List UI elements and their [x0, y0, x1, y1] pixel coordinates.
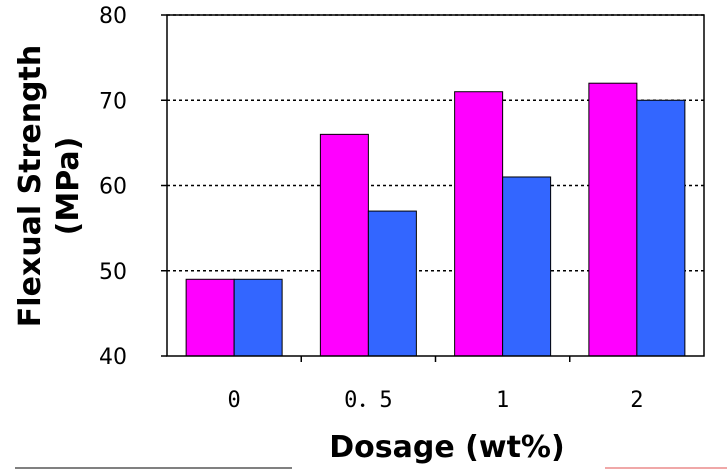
bar-series-2-0.5 [367, 210, 417, 357]
bar-series-2-0 [233, 278, 283, 357]
bar-series-1-0.5 [319, 133, 369, 357]
bar-series-1-2 [588, 82, 638, 357]
grid-lines [161, 14, 704, 357]
x-tick-label: 0．5 [344, 388, 393, 413]
x-tick-label: 1 [496, 388, 509, 413]
bar-series-1-1 [454, 91, 504, 357]
bar-series-2-1 [502, 176, 552, 357]
y-tick-label: 80 [99, 4, 127, 29]
x-tick-labels: 0 0．5 1 2 [228, 356, 644, 413]
bar-series-2-2 [636, 99, 686, 357]
y-tick-label: 40 [99, 345, 127, 370]
x-tick-label: 2 [630, 388, 643, 413]
x-tick-label: 0 [228, 388, 241, 413]
bar-series-1-0 [185, 278, 235, 357]
y-tick-label: 60 [99, 175, 127, 200]
x-axis-title: Dosage (wt%) [329, 430, 564, 465]
y-tick-label: 50 [99, 260, 127, 285]
y-tick-labels: 40 50 60 70 80 [99, 4, 127, 370]
y-axis-title-line-2: (MPa) [51, 137, 86, 236]
bars [185, 82, 686, 357]
y-axis-title: Flexual Strength (MPa) [13, 45, 86, 327]
y-axis-title-line-1: Flexual Strength [13, 45, 48, 327]
y-tick-label: 70 [99, 89, 127, 114]
